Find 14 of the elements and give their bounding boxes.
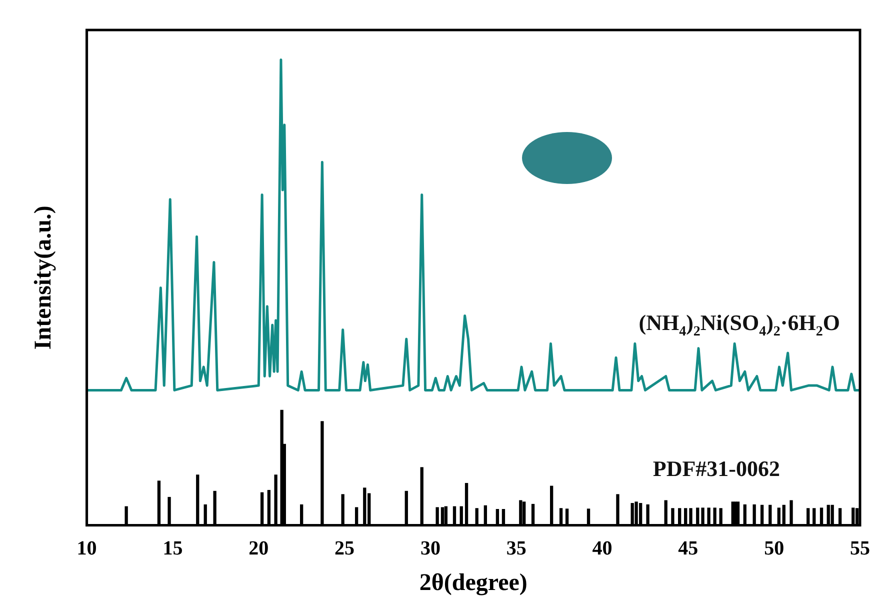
y-axis-title: Intensity(a.u.) xyxy=(30,206,57,350)
x-tick-label: 45 xyxy=(678,537,698,560)
x-tick-label: 15 xyxy=(162,537,183,560)
x-axis-title: 2θ(degree) xyxy=(419,570,528,596)
x-tick-label: 10 xyxy=(76,537,97,560)
x-tick-label: 20 xyxy=(248,537,269,560)
x-tick-label: 25 xyxy=(334,537,355,560)
series-label: PDF#31-0062 xyxy=(652,456,780,482)
x-tick-label: 35 xyxy=(506,537,526,560)
x-tick-label: 55 xyxy=(850,537,870,560)
x-tick-label: 50 xyxy=(764,537,784,560)
text: (NH$_{4}$)$_{2}$Ni(SO$_{4}$)$_{2}$·6H$_{2}$O xyxy=(638,310,840,340)
x-tick-label: 40 xyxy=(592,537,612,560)
x-tick-label: 30 xyxy=(420,537,440,560)
